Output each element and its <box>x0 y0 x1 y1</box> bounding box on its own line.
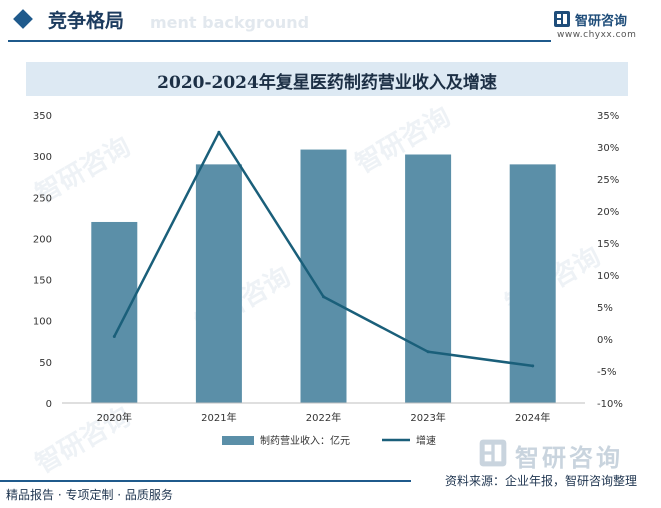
x-tick-label: 2023年 <box>410 411 445 424</box>
chart: 0 50 100 150 200 250 300 350 -10% -5% 0% 5% 10% 15% 20… <box>33 111 623 447</box>
legend-bar-label: 制药营业收入：亿元 <box>260 434 350 447</box>
y-right-tick-label: 35% <box>597 111 619 122</box>
y-right-tick-label: 30% <box>597 143 619 154</box>
x-tick-label: 2024年 <box>515 411 550 424</box>
header-diamond-icon <box>13 9 33 29</box>
growth-point <box>426 350 430 354</box>
footer-slogan: 精品报告 · 专项定制 · 品质服务 <box>6 488 173 502</box>
bar <box>91 221 138 403</box>
source-note: 资料来源：企业年报，智研咨询整理 <box>444 474 637 488</box>
growth-point <box>112 334 116 338</box>
y-right-tick-label: 15% <box>597 239 619 250</box>
zhiyan-logo-icon <box>554 11 570 27</box>
y-right-tick-label: 5% <box>597 303 613 314</box>
y-left-tick-label: 200 <box>33 234 52 245</box>
x-tick-label: 2022年 <box>306 411 341 424</box>
bar <box>405 154 452 403</box>
growth-point <box>531 364 535 368</box>
y-left-tick-label: 350 <box>33 111 52 122</box>
y-left-tick-label: 0 <box>46 399 52 410</box>
x-tick-label: 2020年 <box>97 411 132 424</box>
y-right-tick-label: 0% <box>597 335 613 346</box>
legend-bar-swatch <box>222 436 254 445</box>
growth-point <box>217 130 221 134</box>
brand-url[interactable]: www.chyxx.com <box>557 30 637 40</box>
y-right-tick-label: -10% <box>597 399 623 410</box>
page-title: 竞争格局 <box>48 10 125 32</box>
brand-block: 智研咨询 www.chyxx.com <box>553 8 645 46</box>
header-ghost-text: ment background <box>150 13 310 32</box>
bar <box>300 149 347 403</box>
y-left-tick-label: 100 <box>33 317 52 328</box>
y-right-tick-label: 25% <box>597 175 619 186</box>
zhiyan-logo-icon <box>479 439 507 467</box>
x-tick-label: 2021年 <box>201 411 236 424</box>
y-left-tick-label: 150 <box>33 276 52 287</box>
legend-line-label: 增速 <box>416 434 436 447</box>
y-left-tick-label: 300 <box>33 152 52 163</box>
y-right-tick-label: -5% <box>597 367 616 378</box>
source-logo-text: 智研咨询 <box>515 444 623 472</box>
header-divider <box>8 40 551 42</box>
chart-title: 2020-2024年复星医药制药营业收入及增速 <box>157 73 497 93</box>
growth-point <box>322 295 325 299</box>
source-logo: 智研咨询 <box>477 438 637 472</box>
y-right-tick-label: 10% <box>597 271 619 282</box>
y-right-tick-label: 20% <box>597 207 619 218</box>
footer-divider <box>0 480 411 482</box>
brand-name: 智研咨询 <box>575 14 628 29</box>
y-left-tick-label: 250 <box>33 193 52 204</box>
chart-title-band: 2020-2024年复星医药制药营业收入及增速 <box>26 62 628 96</box>
bar <box>195 164 242 403</box>
y-left-tick-label: 50 <box>39 358 52 369</box>
